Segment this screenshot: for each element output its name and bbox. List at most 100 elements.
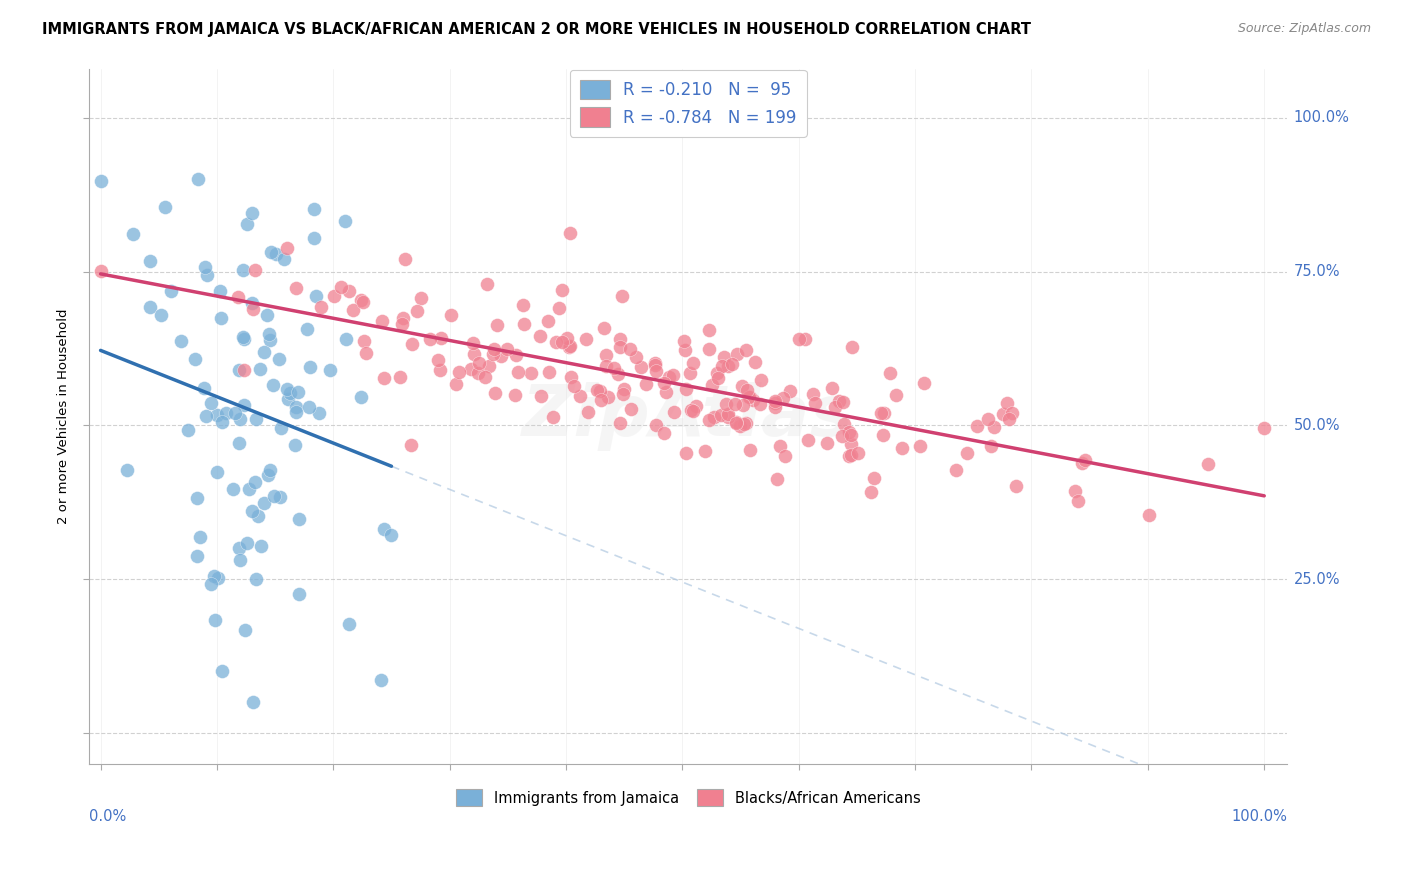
Point	[681, 403, 703, 417]
Point	[330, 280, 353, 294]
Point	[228, 290, 250, 304]
Point	[560, 370, 582, 384]
Point	[335, 214, 357, 228]
Point	[626, 351, 648, 365]
Point	[485, 318, 508, 332]
Point	[890, 441, 912, 455]
Point	[409, 291, 432, 305]
Point	[733, 417, 755, 431]
Point	[205, 408, 228, 422]
Point	[609, 332, 631, 346]
Point	[735, 383, 758, 397]
Point	[828, 394, 851, 409]
Point	[558, 338, 581, 352]
Point	[232, 262, 254, 277]
Text: 50.0%: 50.0%	[1294, 418, 1340, 433]
Text: 100.0%: 100.0%	[1232, 809, 1288, 824]
Point	[644, 418, 666, 433]
Point	[630, 360, 652, 375]
Point	[697, 413, 720, 427]
Point	[589, 384, 612, 399]
Point	[211, 415, 233, 429]
Point	[1197, 457, 1219, 471]
Point	[879, 366, 901, 380]
Point	[664, 405, 686, 419]
Point	[177, 423, 200, 437]
Point	[613, 382, 636, 396]
Y-axis label: 2 or more Vehicles in Household: 2 or more Vehicles in Household	[58, 309, 70, 524]
Point	[815, 435, 838, 450]
Point	[544, 335, 567, 350]
Point	[228, 541, 250, 555]
Point	[394, 252, 416, 266]
Point	[619, 342, 641, 356]
Point	[720, 358, 742, 372]
Point	[873, 405, 896, 419]
Point	[910, 439, 932, 453]
Point	[779, 384, 801, 399]
Text: 0.0%: 0.0%	[89, 809, 127, 824]
Point	[731, 378, 754, 392]
Point	[190, 530, 212, 544]
Point	[335, 332, 357, 346]
Point	[160, 285, 183, 299]
Point	[90, 174, 112, 188]
Point	[233, 624, 256, 638]
Point	[993, 407, 1015, 421]
Point	[717, 407, 740, 421]
Point	[370, 673, 392, 687]
Point	[537, 314, 560, 328]
Point	[444, 377, 467, 392]
Point	[236, 217, 259, 231]
Point	[256, 467, 278, 482]
Point	[211, 664, 233, 678]
Point	[706, 366, 728, 380]
Point	[308, 407, 330, 421]
Point	[652, 426, 675, 441]
Point	[352, 295, 374, 310]
Point	[551, 335, 574, 350]
Point	[562, 379, 585, 393]
Point	[278, 386, 301, 401]
Point	[841, 340, 863, 354]
Point	[728, 418, 751, 433]
Point	[350, 293, 373, 307]
Text: 25.0%: 25.0%	[1294, 572, 1340, 587]
Point	[839, 436, 862, 450]
Point	[233, 332, 256, 346]
Point	[685, 400, 707, 414]
Point	[122, 227, 145, 242]
Point	[824, 400, 846, 414]
Text: IMMIGRANTS FROM JAMAICA VS BLACK/AFRICAN AMERICAN 2 OR MORE VEHICLES IN HOUSEHOL: IMMIGRANTS FROM JAMAICA VS BLACK/AFRICAN…	[42, 22, 1031, 37]
Point	[607, 368, 630, 382]
Point	[195, 268, 218, 283]
Point	[682, 355, 704, 369]
Point	[250, 539, 273, 553]
Point	[467, 367, 489, 381]
Point	[595, 359, 617, 373]
Point	[537, 365, 560, 379]
Point	[155, 201, 177, 215]
Point	[1137, 508, 1160, 522]
Point	[657, 370, 679, 384]
Point	[236, 535, 259, 549]
Point	[831, 428, 853, 442]
Point	[793, 332, 815, 346]
Point	[508, 365, 530, 379]
Point	[200, 576, 222, 591]
Point	[284, 400, 307, 414]
Point	[673, 334, 696, 349]
Point	[733, 398, 755, 412]
Point	[520, 366, 543, 380]
Point	[595, 348, 617, 362]
Point	[675, 382, 697, 396]
Point	[284, 438, 307, 452]
Point	[277, 392, 299, 407]
Point	[837, 449, 859, 463]
Point	[460, 361, 482, 376]
Point	[725, 346, 748, 360]
Point	[200, 396, 222, 410]
Point	[90, 264, 112, 278]
Point	[430, 331, 453, 345]
Point	[150, 308, 173, 322]
